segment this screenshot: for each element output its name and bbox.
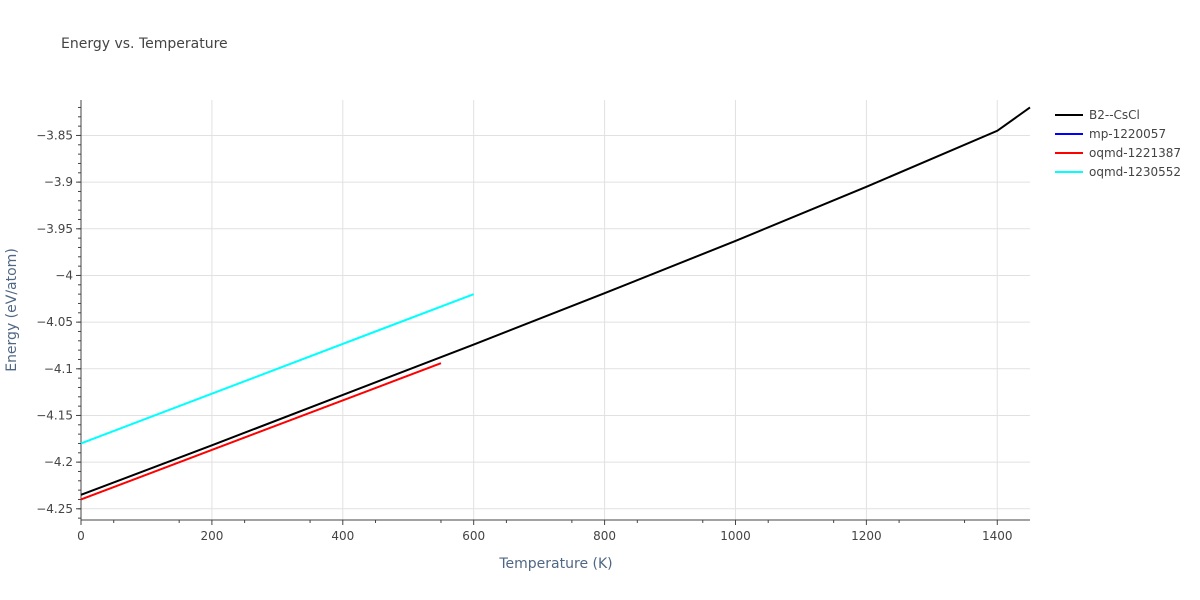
x-tick-label: 200 [200, 529, 223, 543]
series-line [80, 293, 475, 445]
y-tick-label: −3.95 [36, 222, 73, 236]
x-tick-label: 400 [331, 529, 354, 543]
series-line [80, 362, 442, 501]
x-tick-label: 600 [462, 529, 485, 543]
legend: B2--CsCl mp-1220057 oqmd-1221387 oqmd-12305… [1055, 108, 1181, 179]
x-tick-label: 1000 [720, 529, 751, 543]
y-tick-label: −4.15 [36, 408, 73, 422]
x-tick-label: 1400 [982, 529, 1013, 543]
axes [80, 100, 1030, 521]
x-tick-label: 0 [77, 529, 85, 543]
legend-label: oqmd-1221387 [1089, 146, 1181, 160]
chart-title: Energy vs. Temperature [61, 36, 228, 52]
y-ticks: −4.25 −4.2 −4.15 −4.1 −4.05 −4 −3.95 −3.9 −3.85 [36, 106, 81, 519]
y-tick-label: −3.9 [44, 175, 73, 189]
y-tick-label: −4 [55, 268, 73, 282]
y-tick-label: −4.2 [44, 455, 73, 469]
series-layer [80, 106, 1031, 501]
legend-label: oqmd-1230552 [1089, 165, 1181, 179]
y-tick-label: −4.25 [36, 502, 73, 516]
x-ticks: 0 200 400 600 800 1000 1200 1400 [77, 520, 1013, 543]
legend-label: mp-1220057 [1089, 127, 1166, 141]
x-axis-label: Temperature (K) [498, 556, 612, 572]
x-tick-label: 1200 [851, 529, 882, 543]
x-tick-label: 800 [593, 529, 616, 543]
series-line [80, 106, 1031, 496]
y-tick-label: −4.05 [36, 315, 73, 329]
legend-label: B2--CsCl [1089, 108, 1140, 122]
grid [81, 100, 1030, 520]
y-axis-label: Energy (eV/atom) [4, 248, 20, 372]
y-tick-label: −4.1 [44, 362, 73, 376]
y-tick-label: −3.85 [36, 128, 73, 142]
